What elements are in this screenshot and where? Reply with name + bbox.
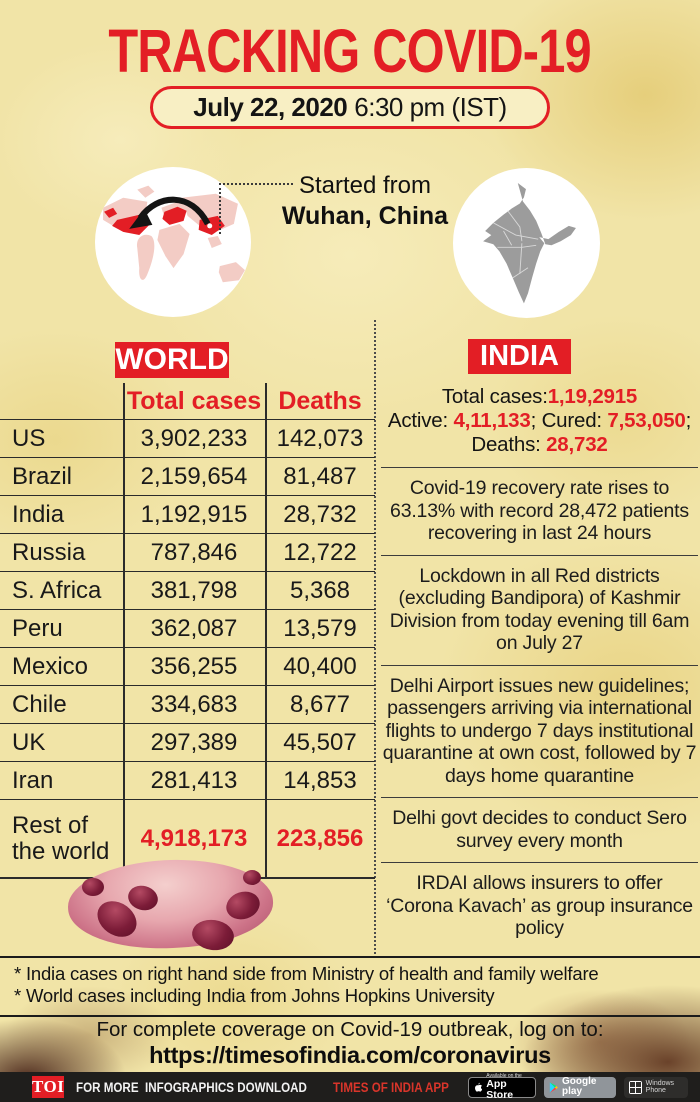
world-cases-table: Total cases Deaths US 3,902,233 142,073 Br… (0, 383, 375, 879)
india-stats: Total cases:1,19,2915 Active: 4,11,133; … (387, 385, 692, 456)
apple-icon (474, 1082, 482, 1092)
bottom-bar: TOI FOR MORE INFOGRAPHICS DOWNLOAD TIMES… (0, 1072, 700, 1102)
news-item: Covid-19 recovery rate rises to 63.13% w… (381, 467, 698, 555)
news-item: Lockdown in all Red districts (excluding… (381, 554, 698, 665)
footnote: * World cases including India from Johns… (14, 985, 495, 1006)
table-column-line (265, 383, 267, 877)
toi-logo: TOI (32, 1076, 65, 1098)
coronavirus-url-link[interactable]: https://timesofindia.com/coronavirus (149, 1042, 551, 1068)
footnote: * India cases on right hand side from Mi… (14, 963, 599, 984)
col-header-total-cases: Total cases (126, 386, 262, 415)
column-divider (374, 320, 376, 958)
table-row-rest-of-world: Rest of the world 4,918,173 223,856 (0, 799, 375, 877)
col-header-deaths: Deaths (278, 386, 362, 415)
google-play-icon (549, 1081, 558, 1093)
world-map-circle (95, 167, 251, 317)
virus-knob-icon (243, 870, 261, 885)
page-title: TRACKING COVID-19 (108, 17, 592, 85)
table-row: S. Africa 381,798 5,368 (0, 571, 375, 609)
dotted-connector-horizontal (219, 183, 293, 185)
table-row: Peru 362,087 13,579 (0, 609, 375, 647)
app-store-badge[interactable]: Available on the App Store (467, 1074, 536, 1100)
india-column: Total cases:1,19,2915 Active: 4,11,133; … (381, 384, 698, 950)
store-badges: Available on the App Store Google play W… (467, 1074, 688, 1100)
date-text: July 22, 2020 (193, 92, 348, 122)
table-row: India 1,192,915 28,732 (0, 495, 375, 533)
table-row: Chile 334,683 8,677 (0, 685, 375, 723)
news-item: Delhi Airport issues new guidelines; pas… (381, 664, 698, 798)
table-row: Mexico 356,255 40,400 (0, 647, 375, 685)
news-item: IRDAI allows insurers to offer ‘Corona K… (381, 862, 698, 950)
table-row: Iran 281,413 14,853 (0, 761, 375, 799)
windows-phone-badge[interactable]: Windows Phone (623, 1076, 688, 1098)
date-pill: July 22, 2020 6:30 pm (IST) (150, 86, 550, 129)
table-row: Russia 787,846 12,722 (0, 533, 375, 571)
spread-arrow-icon (137, 196, 211, 226)
world-section-badge: WORLD (115, 342, 229, 378)
table-row: Brazil 2,159,654 81,487 (0, 457, 375, 495)
origin-line2: Wuhan, China (281, 202, 449, 230)
origin-label: Started from Wuhan, China (265, 172, 465, 231)
google-play-badge[interactable]: Google play (543, 1076, 616, 1098)
table-column-line (123, 383, 125, 877)
coverage-text: For complete coverage on Covid-19 outbre… (96, 1018, 604, 1041)
footnotes: * India cases on right hand side from Mi… (0, 956, 700, 1017)
india-map-icon (483, 183, 576, 304)
table-row: US 3,902,233 142,073 (0, 419, 375, 457)
bar-promo-text: FOR MORE INFOGRAPHICS DOWNLOAD (76, 1079, 308, 1095)
table-row: UK 297,389 45,507 (0, 723, 375, 761)
world-map-icon (103, 185, 245, 283)
virus-knob-icon (82, 878, 104, 896)
dotted-connector-vertical (219, 183, 221, 234)
origin-line1: Started from (298, 172, 432, 199)
news-item: Delhi govt decides to conduct Sero surve… (381, 797, 698, 862)
india-section-badge: INDIA (468, 339, 571, 374)
windows-icon (628, 1080, 642, 1094)
table-header-row: Total cases Deaths (0, 383, 375, 419)
bar-app-name: TIMES OF INDIA APP (332, 1079, 449, 1095)
time-text: 6:30 pm (IST) (354, 92, 507, 122)
india-map-circle (453, 168, 600, 318)
